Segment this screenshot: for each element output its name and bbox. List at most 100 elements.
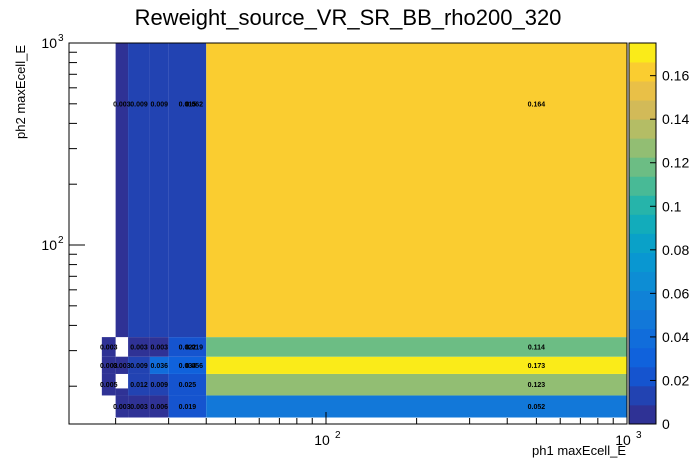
cell-value-label: 0.009 — [151, 382, 169, 389]
heatmap-cell — [149, 43, 169, 338]
x-tick-label: 10 — [314, 432, 330, 448]
heatmap-cell — [168, 43, 207, 338]
colorbar-band — [629, 119, 656, 139]
heatmap-cell — [206, 337, 628, 357]
cell-value-label: 0.062 — [185, 101, 203, 108]
heatmap-cell — [128, 356, 150, 374]
cell-value-label: 0.114 — [528, 344, 545, 351]
colorbar-band — [629, 328, 656, 349]
heatmap-cell — [149, 337, 169, 357]
cell-value-label: 0.009 — [151, 101, 169, 108]
heatmap-cell — [206, 43, 628, 338]
colorbar-band — [629, 252, 656, 272]
colorbar-tick-label: 0.1 — [662, 198, 682, 214]
colorbar-band — [629, 157, 656, 177]
cell-value-label: 0.056 — [185, 363, 203, 370]
y-tick-label: 10 — [41, 237, 57, 253]
cell-value-label: 0.034 — [179, 363, 197, 370]
colorbar-band — [629, 100, 656, 120]
colorbar-band — [629, 43, 656, 63]
colorbar-tick-label: 0.12 — [662, 155, 689, 171]
heatmap-cells — [101, 43, 628, 418]
heatmap-cell — [128, 43, 150, 338]
cell-value-label: 0.003 — [113, 404, 131, 411]
heatmap-cell — [149, 373, 169, 396]
colorbar-tick-label: 0.06 — [662, 285, 689, 301]
x-tick-exponent: 2 — [335, 430, 341, 441]
colorbar-band — [629, 347, 656, 368]
heatmap-cell — [128, 395, 150, 418]
heatmap-cell — [101, 337, 116, 357]
cell-value-label: 0.012 — [130, 382, 148, 389]
cell-value-label: 0.036 — [151, 363, 169, 370]
colorbar-band — [629, 195, 656, 215]
cell-value-label: 0.052 — [528, 404, 546, 411]
heatmap-cell — [149, 356, 169, 374]
colorbar-band — [629, 366, 656, 387]
y-tick-label: 10 — [41, 35, 57, 51]
heatmap-cell — [115, 356, 129, 374]
colorbar-tick-label: 0.16 — [662, 68, 689, 84]
cell-value-label: 0.003 — [130, 404, 148, 411]
heatmap-cell — [149, 395, 169, 418]
colorbar-band — [629, 385, 656, 406]
heatmap-cell — [168, 337, 207, 357]
cell-value-label: 0.123 — [528, 382, 546, 389]
heatmap-cell — [168, 356, 207, 374]
cell-value-label: 0.015 — [179, 101, 197, 108]
cell-value-label: 0.003 — [100, 344, 118, 351]
cell-value-label: 0.164 — [528, 101, 546, 108]
cell-value-label: 0.003 — [151, 344, 169, 351]
cell-value-label: 0.003 — [100, 363, 118, 370]
cell-value-label: 0.022 — [179, 344, 197, 351]
cell-value-label: 0.006 — [151, 404, 169, 411]
colorbar-band — [629, 271, 656, 292]
y-tick-exponent: 2 — [58, 235, 64, 246]
cell-value-label: 0.009 — [130, 363, 148, 370]
cell-value-label: 0.025 — [179, 382, 197, 389]
cell-value-label: 0.003 — [130, 344, 148, 351]
colorbar-band — [629, 233, 656, 253]
colorbar-band — [629, 404, 656, 425]
colorbar-band — [629, 176, 656, 196]
colorbar-band — [629, 62, 656, 82]
heatmap-cell — [168, 395, 207, 418]
colorbar: 0 0.02 0.04 0.06 0.08 0.1 0.12 0.14 0.16 — [628, 42, 689, 432]
colorbar-tick-label: 0.04 — [662, 329, 689, 345]
axes: 10 2 10 310 210 3 — [41, 33, 642, 448]
cell-value-label: 0.003 — [113, 363, 131, 370]
heatmap-cell — [115, 388, 129, 396]
heatmap-cell — [168, 373, 207, 396]
cell-value-label: 0.173 — [528, 363, 546, 370]
heatmap-cell — [206, 373, 628, 396]
cell-value-label: 0.019 — [179, 404, 197, 411]
heatmap-cell — [206, 395, 628, 418]
cell-value-label: 0.009 — [130, 101, 148, 108]
heatmap-cell — [101, 373, 116, 396]
colorbar-band — [629, 309, 656, 330]
colorbar-band — [629, 290, 656, 311]
colorbar-tick-label: 0 — [662, 416, 670, 432]
colorbar-band — [629, 81, 656, 101]
plot-frame — [68, 42, 628, 425]
heatmap-cell — [206, 356, 628, 374]
heatmap-cell — [128, 373, 150, 396]
colorbar-band — [629, 138, 656, 158]
heatmap-cell — [115, 395, 129, 418]
colorbar-band — [629, 214, 656, 234]
colorbar-tick-label: 0.08 — [662, 242, 689, 258]
cell-value-label: 0.003 — [113, 101, 131, 108]
colorbar-tick-label: 0.14 — [662, 111, 689, 127]
cell-value-label: 0.019 — [185, 344, 203, 351]
y-tick-exponent: 3 — [58, 33, 64, 44]
x-tick-label: 10 — [615, 432, 631, 448]
colorbar-frame — [628, 42, 657, 425]
heatmap-cell — [115, 43, 129, 338]
y-axis-label: ph2 maxEcell_E — [13, 45, 28, 139]
cell-value-label: 0.005 — [100, 382, 118, 389]
colorbar-tick-label: 0.02 — [662, 372, 689, 388]
chart-title: Reweight_source_VR_SR_BB_rho200_320 — [135, 5, 562, 30]
x-tick-exponent: 3 — [636, 430, 642, 441]
